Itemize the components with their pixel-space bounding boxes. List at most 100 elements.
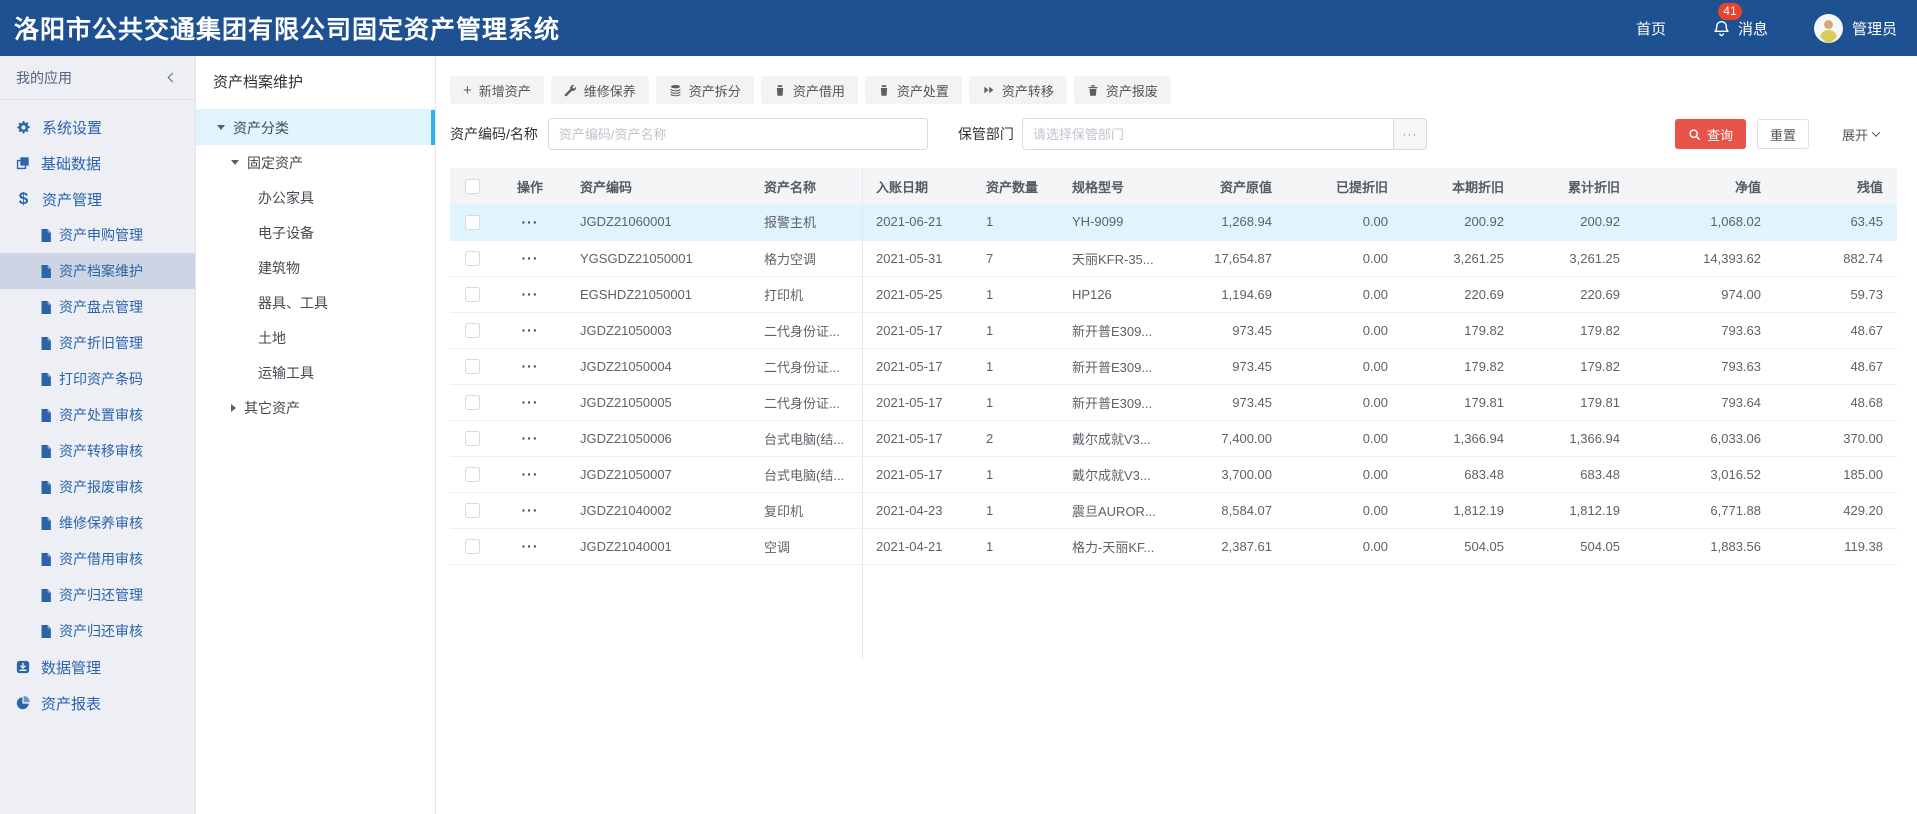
row-actions-button[interactable]: ··· — [494, 312, 566, 349]
row-actions-button[interactable]: ··· — [494, 528, 566, 565]
row-checkbox-cell — [450, 456, 494, 493]
toolbar-button-5[interactable]: 资产转移 — [968, 76, 1067, 104]
tree-node-4[interactable]: 建筑物 — [196, 250, 435, 285]
row-actions-button[interactable]: ··· — [494, 348, 566, 385]
dispose-icon — [878, 84, 890, 97]
caret-down-icon[interactable] — [231, 160, 239, 165]
download-icon — [16, 660, 30, 674]
caret-right-icon[interactable] — [231, 403, 236, 412]
row-checkbox[interactable] — [464, 467, 480, 483]
cell-spec-model: 新开普E309... — [1058, 312, 1198, 349]
row-checkbox-cell — [450, 348, 494, 385]
cell-net-value: 974.00 — [1634, 276, 1775, 313]
tree-node-8[interactable]: 其它资产 — [196, 390, 435, 425]
tree-node-label: 办公家具 — [258, 189, 314, 206]
row-actions-button[interactable]: ··· — [494, 420, 566, 457]
cell-net-value: 793.63 — [1634, 348, 1775, 385]
sidebar-item-8[interactable]: 资产处置审核 — [0, 397, 195, 433]
messages-label: 消息 — [1737, 20, 1768, 38]
tree-node-5[interactable]: 器具、工具 — [196, 285, 435, 320]
row-checkbox[interactable] — [464, 323, 480, 339]
table-row[interactable]: ··· JGDZ21040001 空调 2021-04-21 1 格力-天丽KF... 2,… — [450, 528, 1897, 565]
row-actions-button[interactable]: ··· — [494, 492, 566, 529]
table-row[interactable]: ··· JGDZ21040002 复印机 2021-04-23 1 震旦AUROR... 8… — [450, 492, 1897, 529]
file-icon — [40, 372, 52, 386]
dept-filter-input[interactable] — [1021, 118, 1394, 150]
sidebar-item-5[interactable]: 资产盘点管理 — [0, 289, 195, 325]
cell-salvage-value: 370.00 — [1775, 420, 1897, 457]
row-checkbox[interactable] — [464, 539, 480, 555]
cell-asset-name: 台式电脑(结... — [750, 456, 862, 493]
cell-spec-model: HP126 — [1058, 276, 1198, 313]
sidebar-item-7[interactable]: 打印资产条码 — [0, 361, 195, 397]
sidebar-item-3[interactable]: 资产申购管理 — [0, 217, 195, 253]
cell-original-value: 8,584.07 — [1198, 492, 1286, 529]
row-checkbox[interactable] — [464, 214, 480, 230]
row-checkbox[interactable] — [464, 251, 480, 267]
user-menu[interactable]: 管理员 — [1813, 13, 1897, 43]
table-row[interactable]: ··· JGDZ21050004 二代身份证... 2021-05-17 1 新开普E30… — [450, 348, 1897, 385]
nav-home-link[interactable]: 首页 — [1635, 20, 1666, 38]
cell-asset-code: EGSHDZ21050001 — [566, 276, 750, 313]
tree-node-0[interactable]: 资产分类 — [196, 110, 435, 145]
expand-toggle[interactable]: 展开 — [1842, 125, 1881, 144]
tree-node-7[interactable]: 运输工具 — [196, 355, 435, 390]
cell-entry-date: 2021-05-17 — [862, 420, 972, 457]
messages-button[interactable]: 41 消息 — [1712, 2, 1768, 39]
table-row[interactable]: ··· JGDZ21050007 台式电脑(结... 2021-05-17 1 戴尔成就V… — [450, 456, 1897, 493]
caret-down-icon[interactable] — [217, 125, 225, 130]
cell-salvage-value: 59.73 — [1775, 276, 1897, 313]
toolbar-button-4[interactable]: 资产处置 — [864, 76, 962, 104]
reset-button[interactable]: 重置 — [1756, 119, 1809, 149]
table-row[interactable]: ··· YGSGDZ21050001 格力空调 2021-05-31 7 天丽KFR-35… — [450, 240, 1897, 277]
cell-asset-name: 二代身份证... — [750, 312, 862, 349]
select-all-checkbox[interactable] — [464, 179, 480, 195]
cell-period-depreciation: 179.81 — [1402, 384, 1518, 421]
sidebar-item-15[interactable]: 数据管理 — [0, 649, 195, 685]
dept-picker-button[interactable]: ··· — [1393, 118, 1427, 150]
sidebar-item-1[interactable]: 基础数据 — [0, 145, 195, 181]
row-checkbox[interactable] — [464, 431, 480, 447]
row-actions-button[interactable]: ··· — [494, 384, 566, 421]
cell-salvage-value: 63.45 — [1775, 204, 1897, 241]
search-button[interactable]: 查询 — [1674, 119, 1746, 149]
tree-node-1[interactable]: 固定资产 — [196, 145, 435, 180]
tree-node-3[interactable]: 电子设备 — [196, 215, 435, 250]
sidebar-item-6[interactable]: 资产折旧管理 — [0, 325, 195, 361]
sidebar-item-2[interactable]: $ 资产管理 — [0, 181, 195, 217]
row-actions-button[interactable]: ··· — [494, 456, 566, 493]
code-filter-input[interactable] — [547, 118, 928, 150]
file-icon — [40, 300, 52, 314]
row-actions-button[interactable]: ··· — [494, 240, 566, 277]
toolbar-button-1[interactable]: 维修保养 — [550, 76, 649, 104]
sidebar-item-11[interactable]: 维修保养审核 — [0, 505, 195, 541]
cell-asset-name: 复印机 — [750, 492, 862, 529]
toolbar-button-6[interactable]: 资产报废 — [1073, 76, 1171, 104]
toolbar-button-3[interactable]: 资产借用 — [760, 76, 858, 104]
tree-node-6[interactable]: 土地 — [196, 320, 435, 355]
row-checkbox[interactable] — [464, 503, 480, 519]
row-checkbox[interactable] — [464, 287, 480, 303]
table-row[interactable]: ··· JGDZ21060001 报警主机 2021-06-21 1 YH-9099 1,2… — [450, 204, 1897, 241]
sidebar-item-12[interactable]: 资产借用审核 — [0, 541, 195, 577]
row-checkbox[interactable] — [464, 395, 480, 411]
sidebar-item-13[interactable]: 资产归还管理 — [0, 577, 195, 613]
sidebar-collapse-button[interactable] — [165, 71, 179, 85]
sidebar-item-14[interactable]: 资产归还审核 — [0, 613, 195, 649]
sidebar-item-4[interactable]: 资产档案维护 — [0, 253, 195, 289]
sidebar-item-10[interactable]: 资产报废审核 — [0, 469, 195, 505]
toolbar-button-2[interactable]: 资产拆分 — [655, 76, 754, 104]
table-row[interactable]: ··· JGDZ21050005 二代身份证... 2021-05-17 1 新开普E30… — [450, 384, 1897, 421]
sidebar-item-16[interactable]: 资产报表 — [0, 685, 195, 721]
cell-period-depreciation: 504.05 — [1402, 528, 1518, 565]
row-actions-button[interactable]: ··· — [494, 204, 566, 241]
sidebar-item-0[interactable]: 系统设置 — [0, 109, 195, 145]
table-row[interactable]: ··· EGSHDZ21050001 打印机 2021-05-25 1 HP126 1,19… — [450, 276, 1897, 313]
table-row[interactable]: ··· JGDZ21050006 台式电脑(结... 2021-05-17 2 戴尔成就V… — [450, 420, 1897, 457]
tree-node-2[interactable]: 办公家具 — [196, 180, 435, 215]
toolbar-button-0[interactable]: + 新增资产 — [450, 76, 544, 104]
table-row[interactable]: ··· JGDZ21050003 二代身份证... 2021-05-17 1 新开普E30… — [450, 312, 1897, 349]
row-checkbox[interactable] — [464, 359, 480, 375]
sidebar-item-9[interactable]: 资产转移审核 — [0, 433, 195, 469]
row-actions-button[interactable]: ··· — [494, 276, 566, 313]
